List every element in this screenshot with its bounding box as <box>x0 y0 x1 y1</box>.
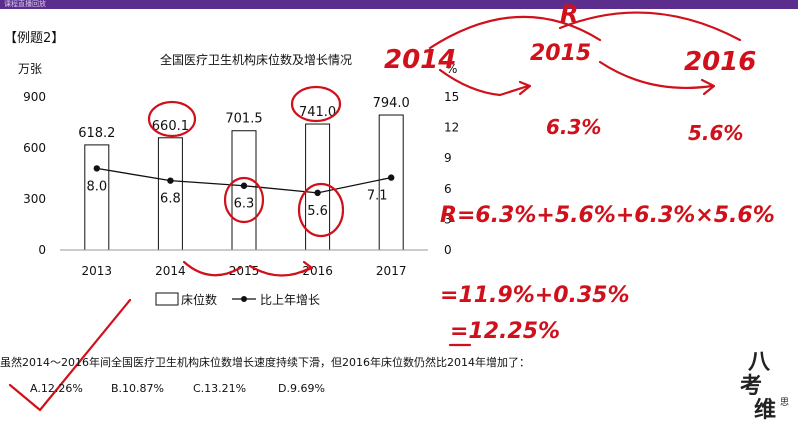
hw-year-2015: 2015 <box>530 41 591 66</box>
arc-top-1 <box>428 15 602 50</box>
line-point <box>93 165 101 172</box>
bar <box>231 130 257 251</box>
arrow-left-head <box>518 80 532 96</box>
right-axis-unit: % <box>446 62 457 76</box>
bar-value-label: 660.1 <box>152 119 189 134</box>
hw-rate-2: 5.6% <box>688 121 743 145</box>
arc-top-2 <box>558 11 742 42</box>
hw-r-label: R <box>560 0 578 28</box>
left-axis-unit: 万张 <box>18 62 42 76</box>
brand-char-3: 维 <box>754 397 777 423</box>
bar-value-label: 618.2 <box>78 126 115 141</box>
x-tick-label: 2017 <box>376 264 407 278</box>
line-point <box>240 182 248 189</box>
line-value-label: 7.1 <box>367 189 388 204</box>
hw-year-2014: 2014 <box>384 45 456 75</box>
legend-bar-label: 床位数 <box>181 292 217 307</box>
legend-line-label: 比上年增长 <box>260 293 320 307</box>
arrow-left <box>438 68 530 97</box>
option-d[interactable]: D.9.69% <box>278 382 325 395</box>
arc-2014-2015 <box>182 260 242 277</box>
right-tick-label: 12 <box>444 121 459 135</box>
right-tick-label: 6 <box>444 182 452 196</box>
handwriting-annotations <box>8 11 742 412</box>
option-b[interactable]: B.10.87% <box>111 382 164 395</box>
left-tick-label: 300 <box>23 192 46 206</box>
bar-value-label: 741.0 <box>299 105 336 120</box>
hw-line3: =12.25% <box>450 319 560 344</box>
hw-formula: R=6.3%+5.6%+6.3%×5.6% <box>440 203 775 228</box>
arrow-right-head <box>700 78 716 96</box>
option-a[interactable]: A.12.26% <box>30 382 83 395</box>
bar <box>84 144 110 251</box>
growth-line: 8.0 6.8 6.3 5.6 7.1 <box>86 165 395 219</box>
bar <box>378 114 404 251</box>
right-tick-label: 15 <box>444 90 459 104</box>
bar <box>157 137 183 251</box>
brand-char-1: 八 <box>748 349 771 375</box>
left-tick-label: 0 <box>38 243 46 257</box>
check-mark <box>8 298 132 412</box>
line-value-label: 6.8 <box>160 192 181 207</box>
question-text: 虽然2014～2016年间全国医疗卫生机构床位数增长速度持续下滑，但2016年床… <box>0 356 530 369</box>
right-tick-label: 3 <box>444 212 452 226</box>
hw-rate-1: 6.3% <box>546 115 601 139</box>
circle-660 <box>147 100 197 138</box>
bar-value-label: 794.0 <box>373 96 410 111</box>
example-label: 【例题2】 <box>4 31 65 46</box>
line-point <box>167 177 174 184</box>
legend: 床位数 比上年增长 <box>155 292 320 307</box>
right-tick-label: 9 <box>444 151 452 165</box>
arrow-right <box>598 60 714 89</box>
handwriting-text: R 2014 2015 2016 6.3% 5.6% R=6.3%+5.6%+6… <box>384 0 775 344</box>
brand-char-2: 考 <box>740 373 763 399</box>
line-value-label: 6.3 <box>234 197 255 212</box>
line-point <box>388 174 395 181</box>
chart-title: 全国医疗卫生机构床位数及增长情况 <box>160 52 352 67</box>
option-c[interactable]: C.13.21% <box>193 382 247 395</box>
line-value-label: 8.0 <box>86 179 107 194</box>
brand-small-char: 思 <box>780 398 790 408</box>
circle-6-3 <box>223 176 265 224</box>
x-tick-label: 2014 <box>155 264 186 278</box>
circle-5-6 <box>297 182 345 238</box>
right-tick-label: 0 <box>444 243 452 257</box>
arc-arrowhead <box>300 260 314 274</box>
bar-value-label: 701.5 <box>225 112 262 127</box>
brand-logo: 八 考 维 <box>740 350 792 430</box>
circle-741 <box>290 85 342 123</box>
hw-year-2016: 2016 <box>684 47 756 77</box>
line-point <box>314 189 321 197</box>
app-title: 课程直播回放 <box>4 0 46 8</box>
left-tick-label: 600 <box>23 141 46 155</box>
hw-line2: =11.9%+0.35% <box>440 283 630 308</box>
line-value-label: 5.6 <box>307 204 328 219</box>
legend-bar-swatch <box>155 292 179 306</box>
legend-line-marker <box>241 296 247 302</box>
left-tick-label: 900 <box>23 90 46 104</box>
top-bar: 课程直播回放 <box>0 0 798 9</box>
x-tick-label: 2013 <box>82 264 113 278</box>
